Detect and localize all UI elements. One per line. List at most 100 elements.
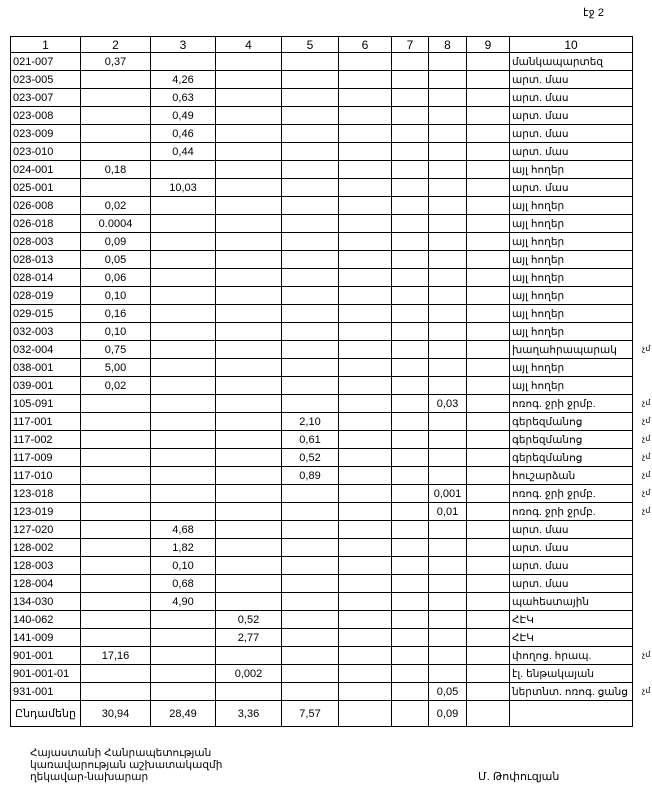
land-use: հուշարձան չմ bbox=[509, 466, 650, 485]
plot-code: 023-008 bbox=[10, 106, 81, 125]
area-value bbox=[150, 304, 216, 323]
table-row: 023-008 0,49 արտ. մաս bbox=[10, 106, 633, 125]
table-row: 117-001 2,10 գերեզմանոց չմ bbox=[10, 412, 650, 431]
signature-block: Հայաստանի Հանրապետության կառավարության ա… bbox=[30, 747, 222, 783]
table-row: 117-009 0,52 գերեզմանոց չմ bbox=[10, 448, 650, 467]
margin-note: չմ bbox=[642, 344, 651, 353]
area-value bbox=[391, 160, 429, 179]
column-header: 8 bbox=[428, 36, 467, 53]
area-value bbox=[466, 160, 510, 179]
area-value bbox=[80, 466, 151, 485]
land-use-text: ոռոգ. ջրի ջրմբ. bbox=[512, 505, 596, 518]
total-value: 0,09 bbox=[428, 700, 467, 727]
area-value bbox=[215, 466, 282, 485]
area-value bbox=[215, 376, 282, 395]
area-value bbox=[281, 664, 339, 683]
area-value bbox=[281, 394, 339, 413]
table-row: 931-001 0,05 ներտնտ. ոռոգ. ցանց չմ bbox=[10, 682, 650, 701]
area-value bbox=[281, 610, 339, 629]
area-value bbox=[215, 484, 282, 503]
plot-code: 117-010 bbox=[10, 466, 81, 485]
area-value bbox=[338, 646, 392, 665]
area-value bbox=[338, 610, 392, 629]
area-value bbox=[215, 592, 282, 611]
area-value bbox=[338, 430, 392, 449]
area-value bbox=[391, 52, 429, 71]
area-value bbox=[215, 412, 282, 431]
area-value: 0,10 bbox=[80, 322, 151, 341]
area-value bbox=[391, 538, 429, 557]
area-value bbox=[215, 250, 282, 269]
area-value: 17,16 bbox=[80, 646, 151, 665]
area-value bbox=[391, 124, 429, 143]
signatory-title-line: կառավարության աշխատակազմի bbox=[30, 759, 223, 771]
column-header: 5 bbox=[281, 36, 339, 53]
area-value bbox=[428, 232, 467, 251]
land-use: այլ հողեր bbox=[509, 358, 633, 377]
area-value bbox=[281, 250, 339, 269]
table-row: 021-007 0,37 մանկապարտեզ bbox=[10, 52, 633, 71]
land-use: արտ. մաս bbox=[509, 574, 633, 593]
area-value bbox=[215, 52, 282, 71]
area-value bbox=[215, 556, 282, 575]
area-value bbox=[281, 52, 339, 71]
table-row: 128-003 0,10 արտ. մաս bbox=[10, 556, 633, 575]
area-value bbox=[391, 412, 429, 431]
area-value: 10,03 bbox=[150, 178, 216, 197]
area-value: 0.0004 bbox=[80, 214, 151, 233]
land-use-text: գերեզմանոց bbox=[512, 415, 583, 428]
area-value bbox=[150, 646, 216, 665]
area-value bbox=[80, 448, 151, 467]
area-value bbox=[391, 484, 429, 503]
area-value bbox=[80, 142, 151, 161]
column-header: 7 bbox=[391, 36, 429, 53]
table-row: 023-007 0,63 արտ. մաս bbox=[10, 88, 633, 107]
land-use-text: հուշարձան bbox=[512, 469, 576, 482]
area-value bbox=[281, 376, 339, 395]
area-value: 0,002 bbox=[215, 664, 282, 683]
area-value bbox=[391, 574, 429, 593]
area-value bbox=[150, 394, 216, 413]
area-value bbox=[150, 250, 216, 269]
area-value bbox=[281, 574, 339, 593]
margin-note: չմ bbox=[642, 488, 651, 497]
table-row: 024-001 0,18 այլ հողեր bbox=[10, 160, 633, 179]
area-value: 0,49 bbox=[150, 106, 216, 125]
area-value bbox=[428, 574, 467, 593]
area-value bbox=[391, 520, 429, 539]
area-value bbox=[338, 268, 392, 287]
land-use: ՀԷԿ bbox=[509, 610, 633, 629]
area-value bbox=[215, 682, 282, 701]
area-value bbox=[338, 322, 392, 341]
margin-note: չմ bbox=[642, 686, 651, 695]
plot-code: 039-001 bbox=[10, 376, 81, 395]
area-value bbox=[150, 322, 216, 341]
land-use: այլ հողեր bbox=[509, 304, 633, 323]
area-value bbox=[215, 646, 282, 665]
column-header: 4 bbox=[215, 36, 282, 53]
area-value bbox=[338, 376, 392, 395]
area-value bbox=[281, 70, 339, 89]
area-value bbox=[466, 88, 510, 107]
area-value bbox=[338, 106, 392, 125]
area-value bbox=[391, 592, 429, 611]
land-use: ոռոգ. ջրի ջրմբ. չմ bbox=[509, 394, 650, 413]
plot-code: 028-019 bbox=[10, 286, 81, 305]
area-value bbox=[391, 340, 429, 359]
area-value bbox=[338, 574, 392, 593]
area-value bbox=[466, 340, 510, 359]
land-use: պահեստային bbox=[509, 592, 633, 611]
table-row: 028-003 0,09 այլ հողեր bbox=[10, 232, 633, 251]
area-value bbox=[150, 502, 216, 521]
page-number: էջ 2 bbox=[583, 7, 604, 19]
margin-note: չմ bbox=[642, 398, 651, 407]
area-value: 4,26 bbox=[150, 70, 216, 89]
table-row: 901-001-01 0,002 էլ. ենթակայան bbox=[10, 664, 633, 683]
area-value bbox=[466, 574, 510, 593]
area-value bbox=[215, 304, 282, 323]
area-value bbox=[281, 682, 339, 701]
total-value: 3,36 bbox=[215, 700, 282, 727]
land-use: արտ. մաս bbox=[509, 142, 633, 161]
total-value: 28,49 bbox=[150, 700, 216, 727]
area-value bbox=[466, 322, 510, 341]
